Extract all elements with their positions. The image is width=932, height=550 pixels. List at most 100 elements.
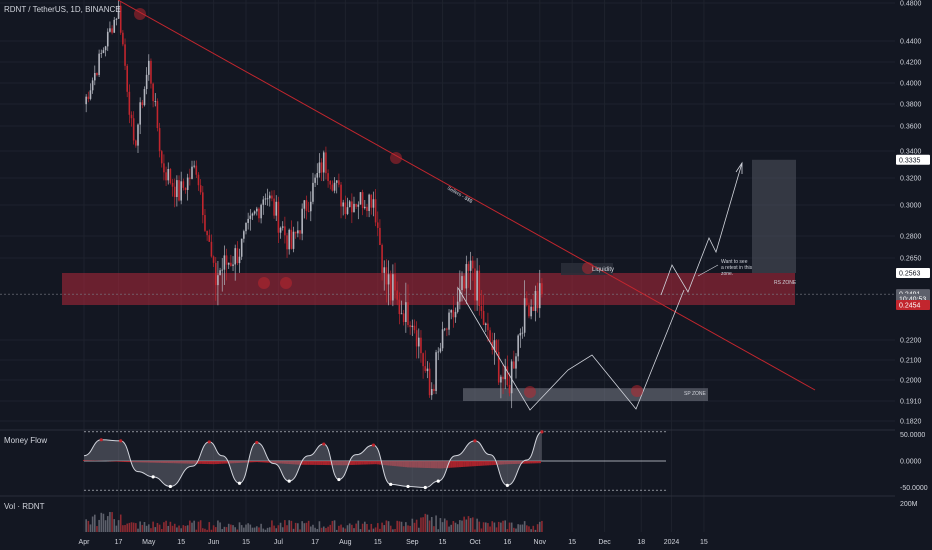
mf-histogram-bar — [173, 461, 176, 464]
mf-histogram-bar — [448, 461, 451, 468]
candle-body — [225, 255, 228, 265]
symbol-title[interactable]: RDNT / TetherUS, 1D, BINANCE — [4, 5, 121, 14]
volume-bar — [169, 521, 172, 532]
candle-body — [422, 353, 424, 367]
candle-body — [214, 262, 217, 286]
candle-body — [243, 231, 245, 239]
mf-histogram-bar — [117, 461, 120, 462]
candle-body — [122, 32, 124, 45]
price-tick-label: 0.3400 — [900, 149, 922, 156]
candle-body — [169, 169, 172, 183]
volume-bar — [214, 527, 217, 532]
candle-body — [346, 207, 349, 214]
candle-body — [318, 162, 321, 174]
volume-bar — [189, 520, 191, 532]
price-tick-label: 0.2800 — [900, 234, 922, 241]
volume-bar — [135, 523, 137, 532]
volume-bar — [504, 520, 506, 532]
volume-bar — [98, 519, 100, 532]
volume-bar — [456, 524, 459, 532]
mf-histogram-bar — [333, 461, 336, 466]
target-box — [752, 159, 796, 273]
volume-label[interactable]: Vol · RDNT — [4, 502, 45, 511]
mf-histogram-bar — [270, 461, 274, 463]
candle-body — [415, 330, 418, 347]
time-tick-label: 17 — [311, 539, 319, 546]
volume-bar — [240, 525, 243, 532]
mf-histogram-bar — [502, 461, 505, 465]
candle-body — [402, 313, 405, 323]
money-flow-label[interactable]: Money Flow — [4, 436, 48, 445]
candle-body — [230, 262, 232, 266]
candle-body — [128, 91, 131, 115]
volume-bar — [541, 520, 543, 532]
candle-body — [232, 264, 234, 266]
mf-histogram-bar — [292, 461, 295, 465]
candle-body — [310, 201, 312, 212]
mf-histogram-bar — [290, 461, 293, 465]
mf-histogram-bar — [443, 461, 446, 469]
candle-body — [374, 199, 377, 223]
candle-body — [305, 200, 308, 211]
mf-histogram-bar — [389, 461, 392, 466]
descending-trendline — [117, 0, 816, 391]
candle-body — [212, 256, 215, 263]
volume-bar — [279, 522, 282, 532]
price-zones — [0, 159, 895, 401]
time-tick-label: Oct — [470, 539, 481, 546]
mf-histogram-bar — [156, 461, 159, 463]
candle-body — [538, 283, 541, 309]
volume-bar — [322, 526, 325, 532]
volume-bar — [448, 526, 450, 532]
volume-bar — [132, 522, 135, 532]
highlight-circle — [582, 262, 594, 274]
mf-histogram-bar — [324, 461, 328, 466]
mf-histogram-bar — [199, 461, 202, 464]
time-tick-label: 15 — [242, 539, 250, 546]
mf-histogram-bar — [493, 461, 496, 465]
volume-bar — [307, 520, 310, 532]
mf-histogram-bar — [262, 461, 265, 463]
mf-histogram-bar — [361, 461, 364, 465]
candle-body — [301, 208, 303, 234]
mf-histogram-bar — [327, 461, 330, 466]
volume-bar — [253, 527, 256, 532]
volume-bar — [312, 524, 314, 532]
volume-bar — [199, 520, 202, 532]
mf-histogram-bar — [152, 461, 155, 463]
mf-histogram-bar — [450, 461, 453, 468]
volume-bar — [452, 521, 455, 532]
mf-histogram-bar — [91, 460, 94, 461]
candle-body — [368, 194, 370, 211]
candle-body — [145, 74, 148, 90]
candle-body — [189, 177, 191, 179]
candle-body — [472, 260, 474, 269]
candle-body — [394, 274, 396, 291]
candle-body — [240, 238, 243, 257]
volume-bar — [217, 520, 219, 532]
volume-bar — [351, 524, 353, 532]
mf-histogram-bar — [115, 461, 118, 462]
mf-histogram-bar — [206, 461, 209, 465]
candle-body — [173, 186, 176, 197]
candle-body — [433, 388, 435, 391]
mf-histogram-bar — [456, 461, 459, 468]
volume-bar — [94, 514, 96, 532]
mf-histogram-bar — [504, 461, 507, 465]
pattern-lines — [457, 287, 685, 411]
volume-bar — [426, 514, 429, 532]
volume-bar — [381, 522, 383, 532]
candle-body — [528, 305, 530, 317]
volume-bar — [346, 525, 349, 532]
mf-histogram-bar — [225, 461, 228, 464]
volume-bar — [519, 524, 522, 532]
price-tick-label: 0.4400 — [900, 39, 922, 46]
highlight-circle — [524, 386, 536, 398]
volume-bar — [221, 529, 224, 532]
mf-histogram-bar — [370, 461, 373, 465]
candle-body — [361, 192, 364, 209]
candle-body — [420, 337, 422, 354]
mf-histogram-bar — [363, 461, 366, 465]
candle-body — [344, 202, 347, 214]
